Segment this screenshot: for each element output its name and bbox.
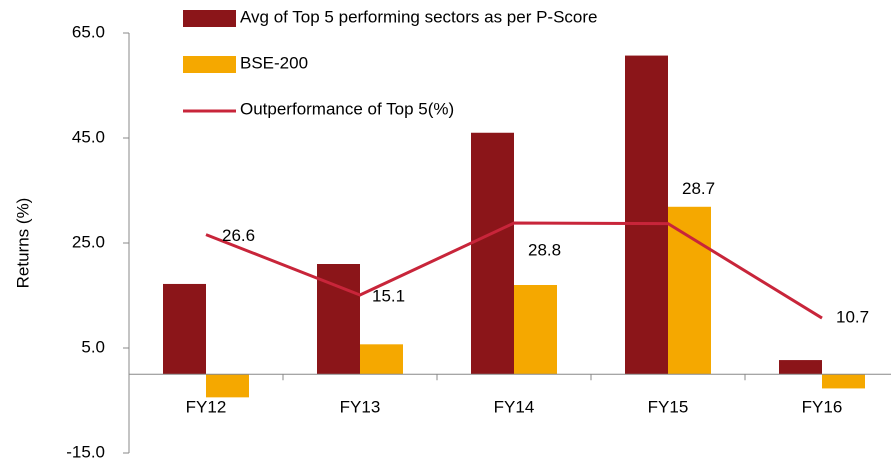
y-tick-label: 25.0	[72, 232, 105, 251]
y-tick-label: 65.0	[72, 22, 105, 41]
x-tick-label: FY14	[494, 397, 535, 416]
y-tick-label: -15.0	[66, 442, 105, 461]
data-label: 15.1	[372, 286, 405, 305]
x-tick-label: FY15	[648, 397, 689, 416]
line	[205, 221, 823, 320]
bar	[514, 285, 557, 375]
data-label: 10.7	[836, 308, 869, 327]
bar	[163, 283, 206, 375]
legend-label: Outperformance of Top 5(%)	[240, 99, 454, 118]
data-label: 28.7	[682, 179, 715, 198]
legend-label: BSE-200	[240, 53, 308, 72]
bar	[822, 374, 865, 389]
x-tick-label: FY12	[186, 397, 227, 416]
y-tick-label: 45.0	[72, 127, 105, 146]
bar	[779, 360, 822, 375]
bar	[471, 132, 514, 375]
y-tick-label: 5.0	[81, 337, 105, 356]
bar	[206, 374, 249, 398]
legend-swatch	[183, 10, 236, 27]
data-label: 26.6	[222, 226, 255, 245]
bar	[360, 344, 403, 375]
x-tick-label: FY13	[340, 397, 381, 416]
bar	[625, 55, 668, 375]
bar	[668, 206, 711, 375]
x-tick-label: FY16	[802, 397, 843, 416]
data-label: 28.8	[528, 241, 561, 260]
legend-label: Avg of Top 5 performing sectors as per P…	[240, 7, 598, 26]
legend-swatch	[183, 56, 236, 73]
y-axis-label: Returns (%)	[13, 198, 32, 289]
